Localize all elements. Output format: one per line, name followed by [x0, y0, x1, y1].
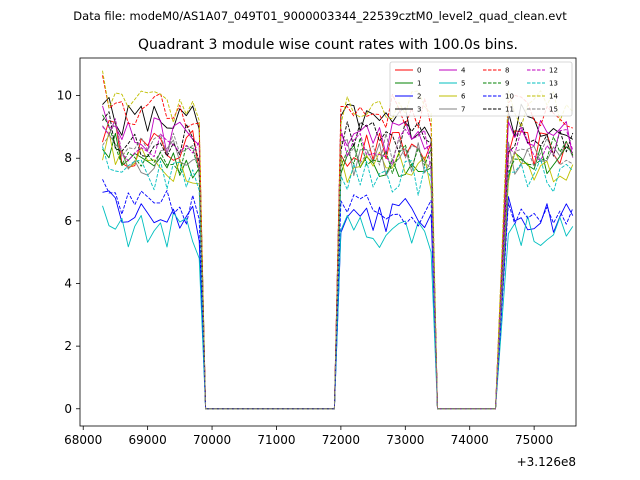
- y-tick-label: 2: [64, 339, 72, 353]
- series-line-module-10: [102, 179, 574, 410]
- y-tick-label: 6: [64, 214, 72, 228]
- legend-label-module-8: 8: [505, 67, 509, 75]
- legend-box: [389, 61, 573, 117]
- legend-label-module-1: 1: [417, 80, 421, 88]
- legend-label-module-2: 2: [417, 93, 421, 101]
- legend-label-module-12: 12: [549, 67, 558, 75]
- x-tick-label: 70000: [193, 433, 231, 447]
- series-line-module-2: [102, 190, 574, 410]
- x-tick-label: 68000: [64, 433, 102, 447]
- legend-label-module-10: 10: [505, 93, 514, 101]
- y-tick-label: 0: [64, 402, 72, 416]
- x-tick-label: 71000: [257, 433, 295, 447]
- chart-title: Quadrant 3 module wise count rates with …: [138, 37, 518, 53]
- legend-label-module-11: 11: [505, 106, 514, 114]
- x-tick-label: 74000: [451, 433, 489, 447]
- legend-label-module-13: 13: [549, 80, 558, 88]
- y-tick-label: 10: [57, 89, 72, 103]
- legend-label-module-5: 5: [461, 80, 465, 88]
- axes: 68000 69000 70000 71000 72000 73000 74000 75000…: [57, 57, 577, 447]
- plot-frame: [79, 57, 577, 427]
- series-line-module-6: [102, 131, 574, 410]
- legend-label-module-4: 4: [461, 67, 466, 75]
- figure-suptitle: Data file: modeM0/AS1A07_049T01_90000033…: [73, 9, 567, 23]
- y-tick-label: 8: [64, 151, 72, 165]
- legend-label-module-15: 15: [549, 106, 558, 114]
- legend-label-module-7: 7: [461, 106, 465, 114]
- series-line-module-9: [102, 114, 574, 410]
- legend-label-module-3: 3: [417, 106, 421, 114]
- legend-label-module-0: 0: [417, 67, 421, 75]
- x-tick-label: 73000: [386, 433, 424, 447]
- x-tick-label: 72000: [322, 433, 360, 447]
- series-line-module-13: [102, 146, 574, 410]
- legend-label-module-14: 14: [549, 93, 558, 101]
- series-line-module-5: [102, 205, 574, 410]
- series-line-module-12: [102, 118, 574, 410]
- legend-label-module-9: 9: [505, 80, 509, 88]
- y-tick-label: 4: [64, 276, 72, 290]
- x-tick-label: 69000: [129, 433, 167, 447]
- series-lines: [102, 70, 574, 410]
- x-tick-label: 75000: [515, 433, 553, 447]
- legend-label-module-6: 6: [461, 93, 466, 101]
- series-line-module-7: [102, 125, 574, 410]
- series-line-module-11: [102, 111, 574, 410]
- series-line-module-15: [102, 120, 574, 410]
- x-axis-offset-label: +3.126e8: [517, 455, 576, 469]
